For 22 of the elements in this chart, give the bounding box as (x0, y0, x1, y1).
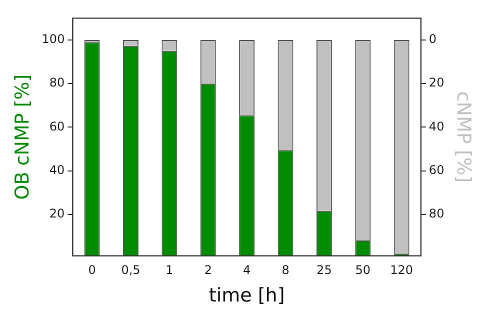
x-tick-label: 2 (204, 263, 212, 278)
y2-tick-label: 20 (428, 76, 444, 90)
x-tick-label: 1 (166, 263, 174, 278)
y2-tick-label: 40 (428, 119, 444, 134)
y-tick-label: 20 (49, 206, 65, 221)
y-tick-label: 40 (49, 162, 65, 177)
x-tick-label: 50 (355, 263, 371, 278)
x-tick-label: 120 (390, 263, 414, 278)
y-tick-label: 60 (49, 119, 65, 134)
y2-tick-label: 60 (428, 162, 444, 177)
x-tick-label: 25 (316, 263, 332, 278)
y2-tick-label: 80 (428, 206, 444, 221)
x-tick-label: 0,5 (121, 263, 140, 278)
x-tick-label: 8 (282, 263, 290, 278)
y-axis-title: OB cNMP [%] (11, 74, 34, 200)
x-tick-label: 4 (242, 263, 251, 278)
y-tick-label: 80 (49, 76, 65, 90)
x-tick-label: 0 (88, 263, 96, 278)
x-axis-title: time [h] (208, 284, 285, 307)
y-tick-label: 100 (42, 32, 65, 46)
y2-axis-title: cNMP [%] (452, 91, 475, 183)
y2-tick-label: 0 (428, 32, 437, 46)
